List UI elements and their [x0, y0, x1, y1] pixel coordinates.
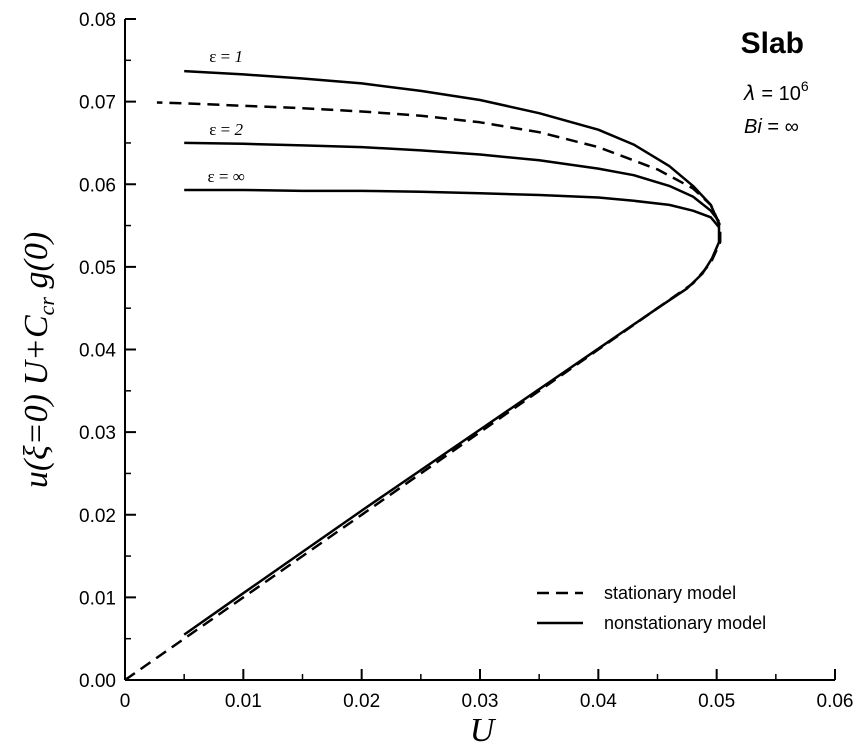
param-lambda-sup: 6 — [801, 78, 809, 94]
x-tick-label: 0 — [120, 691, 131, 712]
y-axis-label-main: u(ξ=0) U+C — [18, 315, 55, 488]
plot-area — [124, 19, 835, 681]
curve-label-eps-2: ε = 2 — [209, 120, 243, 139]
y-tick-label: 0.07 — [79, 93, 116, 114]
x-tick-label: 0.05 — [698, 691, 735, 712]
y-axis-label-tail: g(0) — [18, 232, 55, 297]
legend: stationary model nonstationary model — [537, 583, 766, 633]
x-tick-label: 0.02 — [343, 691, 380, 712]
y-axis-label: u(ξ=0) U+Ccr g(0) — [18, 232, 59, 488]
y-tick-label: 0.08 — [79, 10, 116, 31]
param-bi-text: = ∞ — [762, 116, 799, 138]
curve-label-eps-1-prefix: ε = — [209, 47, 234, 66]
x-tick-label: 0.01 — [225, 691, 262, 712]
chart-title: Slab — [741, 27, 804, 60]
y-tick-label: 0.06 — [79, 175, 116, 196]
curve-label-eps-1-value: 1 — [235, 47, 244, 66]
curve-label-eps-1-text: ε = 1 — [209, 47, 243, 66]
y-tick-label: 0.04 — [79, 341, 116, 362]
axis-ticks: 0 0.01 0.02 0.03 0.04 0.05 0.06 0.00 0.01 0.02 0.0… — [79, 10, 853, 712]
curve-label-eps-2-value: 2 — [235, 120, 244, 139]
x-tick-label: 0.03 — [462, 691, 499, 712]
series-layer — [124, 69, 722, 682]
curve-label-eps-2-text: ε = 2 — [209, 120, 243, 139]
series-line-2 — [184, 141, 720, 223]
curve-label-eps-1: ε = 1 — [209, 47, 243, 66]
legend-label-stationary: stationary model — [604, 583, 736, 603]
curve-label-eps-2-prefix: ε = — [209, 120, 234, 139]
y-tick-label: 0.05 — [79, 258, 116, 279]
x-tick-label: 0.06 — [817, 691, 854, 712]
series-line-3 — [184, 188, 720, 228]
param-bi-symbol: Bi — [744, 116, 762, 138]
curve-label-eps-inf: ε = ∞ — [207, 167, 244, 186]
param-lambda-text: = 10 — [756, 83, 801, 105]
y-axis-label-sub: cr — [34, 297, 59, 316]
param-lambda-symbol: λ — [743, 81, 756, 105]
y-tick-label: 0.02 — [79, 506, 116, 527]
y-tick-label: 0.03 — [79, 423, 116, 444]
x-axis-label: U — [470, 712, 497, 749]
param-bi: Bi = ∞ — [744, 116, 799, 138]
x-tick-label: 0.04 — [580, 691, 617, 712]
y-tick-label: 0.00 — [79, 671, 116, 692]
param-lambda: λ = 106 — [743, 78, 809, 105]
curve-label-eps-inf-prefix: ε = ∞ — [207, 167, 244, 186]
curve-label-eps-inf-text: ε = ∞ — [207, 167, 244, 186]
y-tick-label: 0.01 — [79, 588, 116, 609]
series-line-1 — [183, 69, 721, 636]
legend-label-nonstationary: nonstationary model — [604, 613, 766, 633]
